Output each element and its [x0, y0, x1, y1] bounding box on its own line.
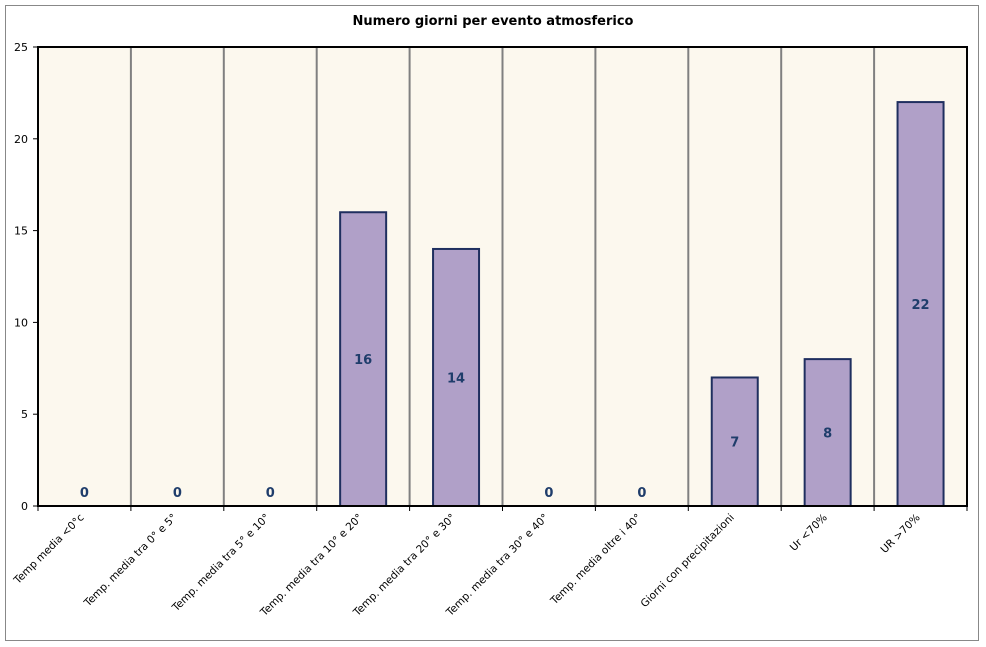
data-label: 0	[637, 486, 646, 501]
x-tick-label: Temp. media tra 20° e 30°	[351, 512, 459, 620]
x-tick-label: Temp. media tra 5° e 10°	[169, 512, 272, 615]
bar	[432, 247, 481, 508]
x-tick-label: Temp. media tra 30° e 40°	[443, 512, 551, 620]
y-tick-label: 15	[14, 225, 28, 238]
data-label: 0	[544, 486, 553, 501]
data-label: 14	[447, 371, 465, 386]
data-label: 7	[730, 436, 739, 451]
data-label: 8	[823, 427, 832, 442]
x-tick-label: Temp. media tra 0° e 5°	[81, 512, 179, 610]
x-tick-label: Temp. media tra 10° e 20°	[258, 512, 366, 620]
bar	[339, 211, 388, 508]
bar	[803, 358, 852, 507]
y-tick-label: 5	[21, 408, 28, 421]
bar	[896, 101, 945, 508]
x-tick-label: Temp media <0°c	[11, 511, 87, 587]
data-label: 0	[80, 486, 89, 501]
y-tick-label: 25	[14, 41, 28, 54]
y-tick-label: 20	[14, 133, 28, 146]
chart-title: Numero giorni per evento atmosferico	[352, 14, 634, 29]
data-label: 0	[266, 486, 275, 501]
x-tick-label: UR >70%	[878, 512, 922, 556]
y-tick-label: 0	[21, 500, 28, 513]
bar	[710, 376, 759, 508]
x-tick-label: Ur <70%	[788, 512, 830, 554]
data-label: 0	[173, 486, 182, 501]
data-label: 16	[354, 353, 372, 368]
x-tick-label: Giorni con precipitazioni	[638, 512, 736, 610]
y-tick-label: 10	[14, 316, 28, 329]
x-tick-label: Temp. media oltre i 40°	[548, 512, 644, 608]
data-label: 22	[912, 298, 930, 313]
